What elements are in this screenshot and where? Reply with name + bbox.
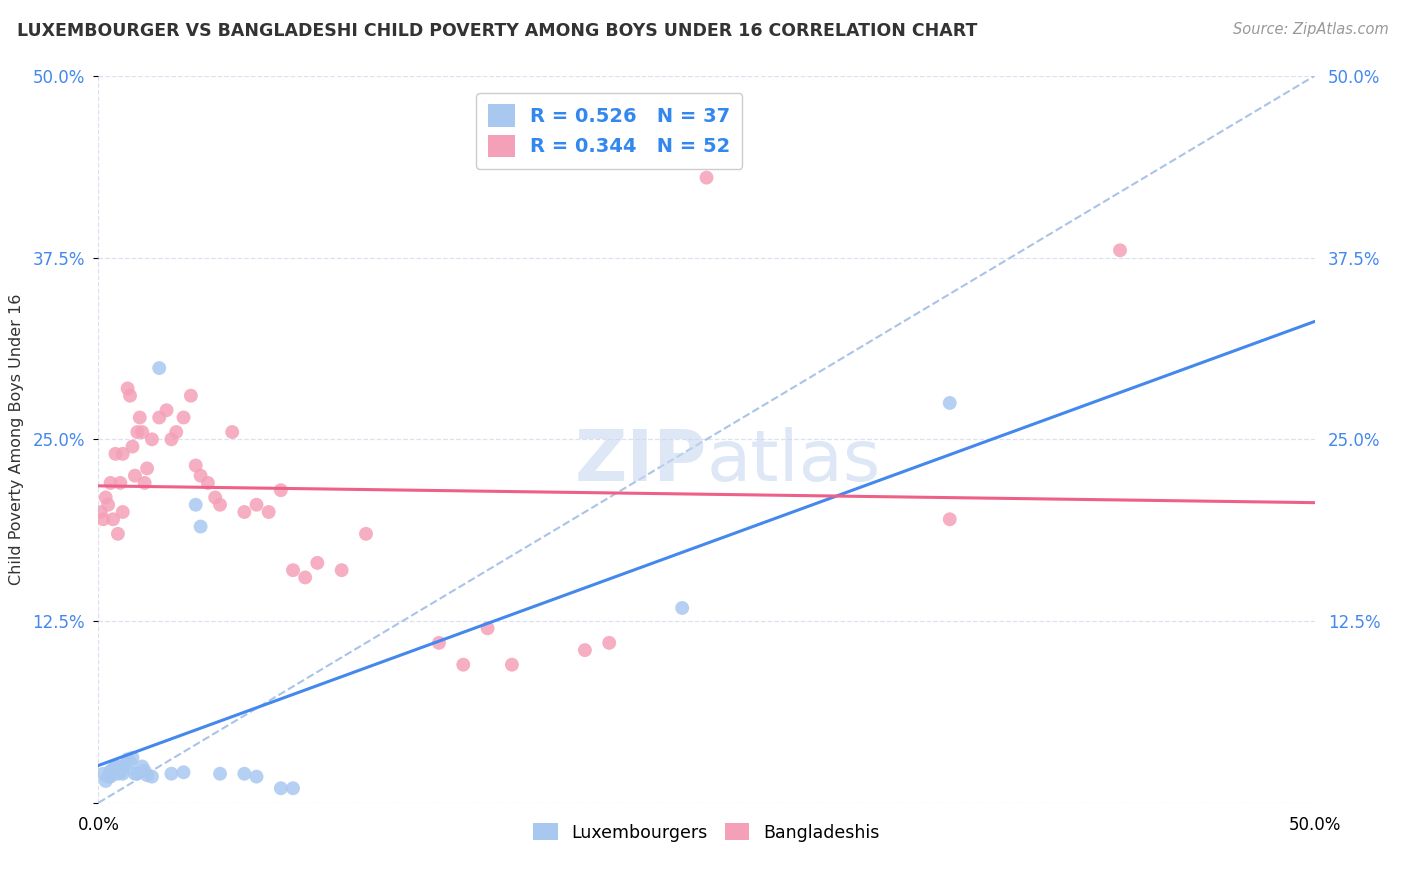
Point — [107, 526, 129, 541]
Point — [101, 512, 124, 526]
Point — [97, 770, 120, 784]
Point — [696, 170, 718, 185]
Point — [294, 570, 316, 584]
Point — [281, 563, 304, 577]
Point — [148, 410, 170, 425]
Point — [90, 505, 112, 519]
Point — [111, 505, 134, 519]
Point — [100, 475, 122, 490]
Point — [121, 750, 143, 764]
Legend: Luxembourgers, Bangladeshis: Luxembourgers, Bangladeshis — [526, 816, 887, 848]
Point — [91, 766, 114, 780]
Point — [245, 770, 267, 784]
Point — [134, 764, 156, 778]
Text: ZIP: ZIP — [574, 426, 707, 496]
Point — [165, 425, 187, 439]
Point — [209, 766, 232, 780]
Point — [939, 512, 962, 526]
Point — [173, 765, 195, 780]
Point — [111, 763, 134, 777]
Point — [1109, 244, 1132, 258]
Point — [131, 425, 153, 439]
Point — [453, 657, 475, 672]
Point — [427, 636, 450, 650]
Point — [100, 770, 122, 784]
Y-axis label: Child Poverty Among Boys Under 16: Child Poverty Among Boys Under 16 — [10, 293, 24, 585]
Point — [141, 432, 163, 446]
Point — [107, 766, 129, 780]
Point — [104, 759, 127, 773]
Text: atlas: atlas — [707, 426, 882, 496]
Text: Source: ZipAtlas.com: Source: ZipAtlas.com — [1233, 22, 1389, 37]
Point — [160, 766, 183, 780]
Point — [136, 461, 159, 475]
Point — [281, 781, 304, 796]
Point — [184, 498, 207, 512]
Point — [124, 468, 146, 483]
Point — [91, 512, 114, 526]
Point — [104, 447, 127, 461]
Point — [209, 498, 232, 512]
Point — [477, 621, 499, 635]
Point — [190, 468, 212, 483]
Point — [94, 491, 117, 505]
Point — [104, 764, 127, 778]
Point — [124, 766, 146, 780]
Point — [221, 425, 243, 439]
Point — [173, 410, 195, 425]
Point — [131, 759, 153, 773]
Point — [197, 475, 219, 490]
Point — [270, 483, 292, 498]
Point — [141, 770, 163, 784]
Point — [270, 781, 292, 796]
Point — [184, 458, 207, 473]
Point — [190, 519, 212, 533]
Point — [117, 752, 139, 766]
Point — [671, 601, 693, 615]
Point — [574, 643, 596, 657]
Point — [97, 498, 120, 512]
Point — [107, 759, 129, 773]
Point — [110, 764, 132, 778]
Point — [110, 475, 132, 490]
Point — [501, 657, 523, 672]
Point — [118, 389, 141, 403]
Point — [180, 389, 202, 403]
Point — [598, 636, 620, 650]
Point — [110, 765, 132, 780]
Point — [330, 563, 353, 577]
Point — [148, 361, 170, 376]
Point — [121, 440, 143, 454]
Point — [94, 774, 117, 789]
Point — [127, 766, 149, 780]
Point — [204, 491, 226, 505]
Point — [111, 766, 134, 780]
Point — [101, 763, 124, 777]
Text: LUXEMBOURGER VS BANGLADESHI CHILD POVERTY AMONG BOYS UNDER 16 CORRELATION CHART: LUXEMBOURGER VS BANGLADESHI CHILD POVERT… — [17, 22, 977, 40]
Point — [134, 475, 156, 490]
Point — [354, 526, 377, 541]
Point — [245, 498, 267, 512]
Point — [118, 755, 141, 769]
Point — [233, 766, 256, 780]
Point — [307, 556, 329, 570]
Point — [136, 768, 159, 782]
Point — [111, 447, 134, 461]
Point — [100, 764, 122, 778]
Point — [127, 425, 149, 439]
Point — [117, 381, 139, 395]
Point — [114, 758, 136, 772]
Point — [101, 766, 124, 780]
Point — [155, 403, 177, 417]
Point — [128, 410, 150, 425]
Point — [160, 432, 183, 446]
Point — [257, 505, 280, 519]
Point — [233, 505, 256, 519]
Point — [939, 396, 962, 410]
